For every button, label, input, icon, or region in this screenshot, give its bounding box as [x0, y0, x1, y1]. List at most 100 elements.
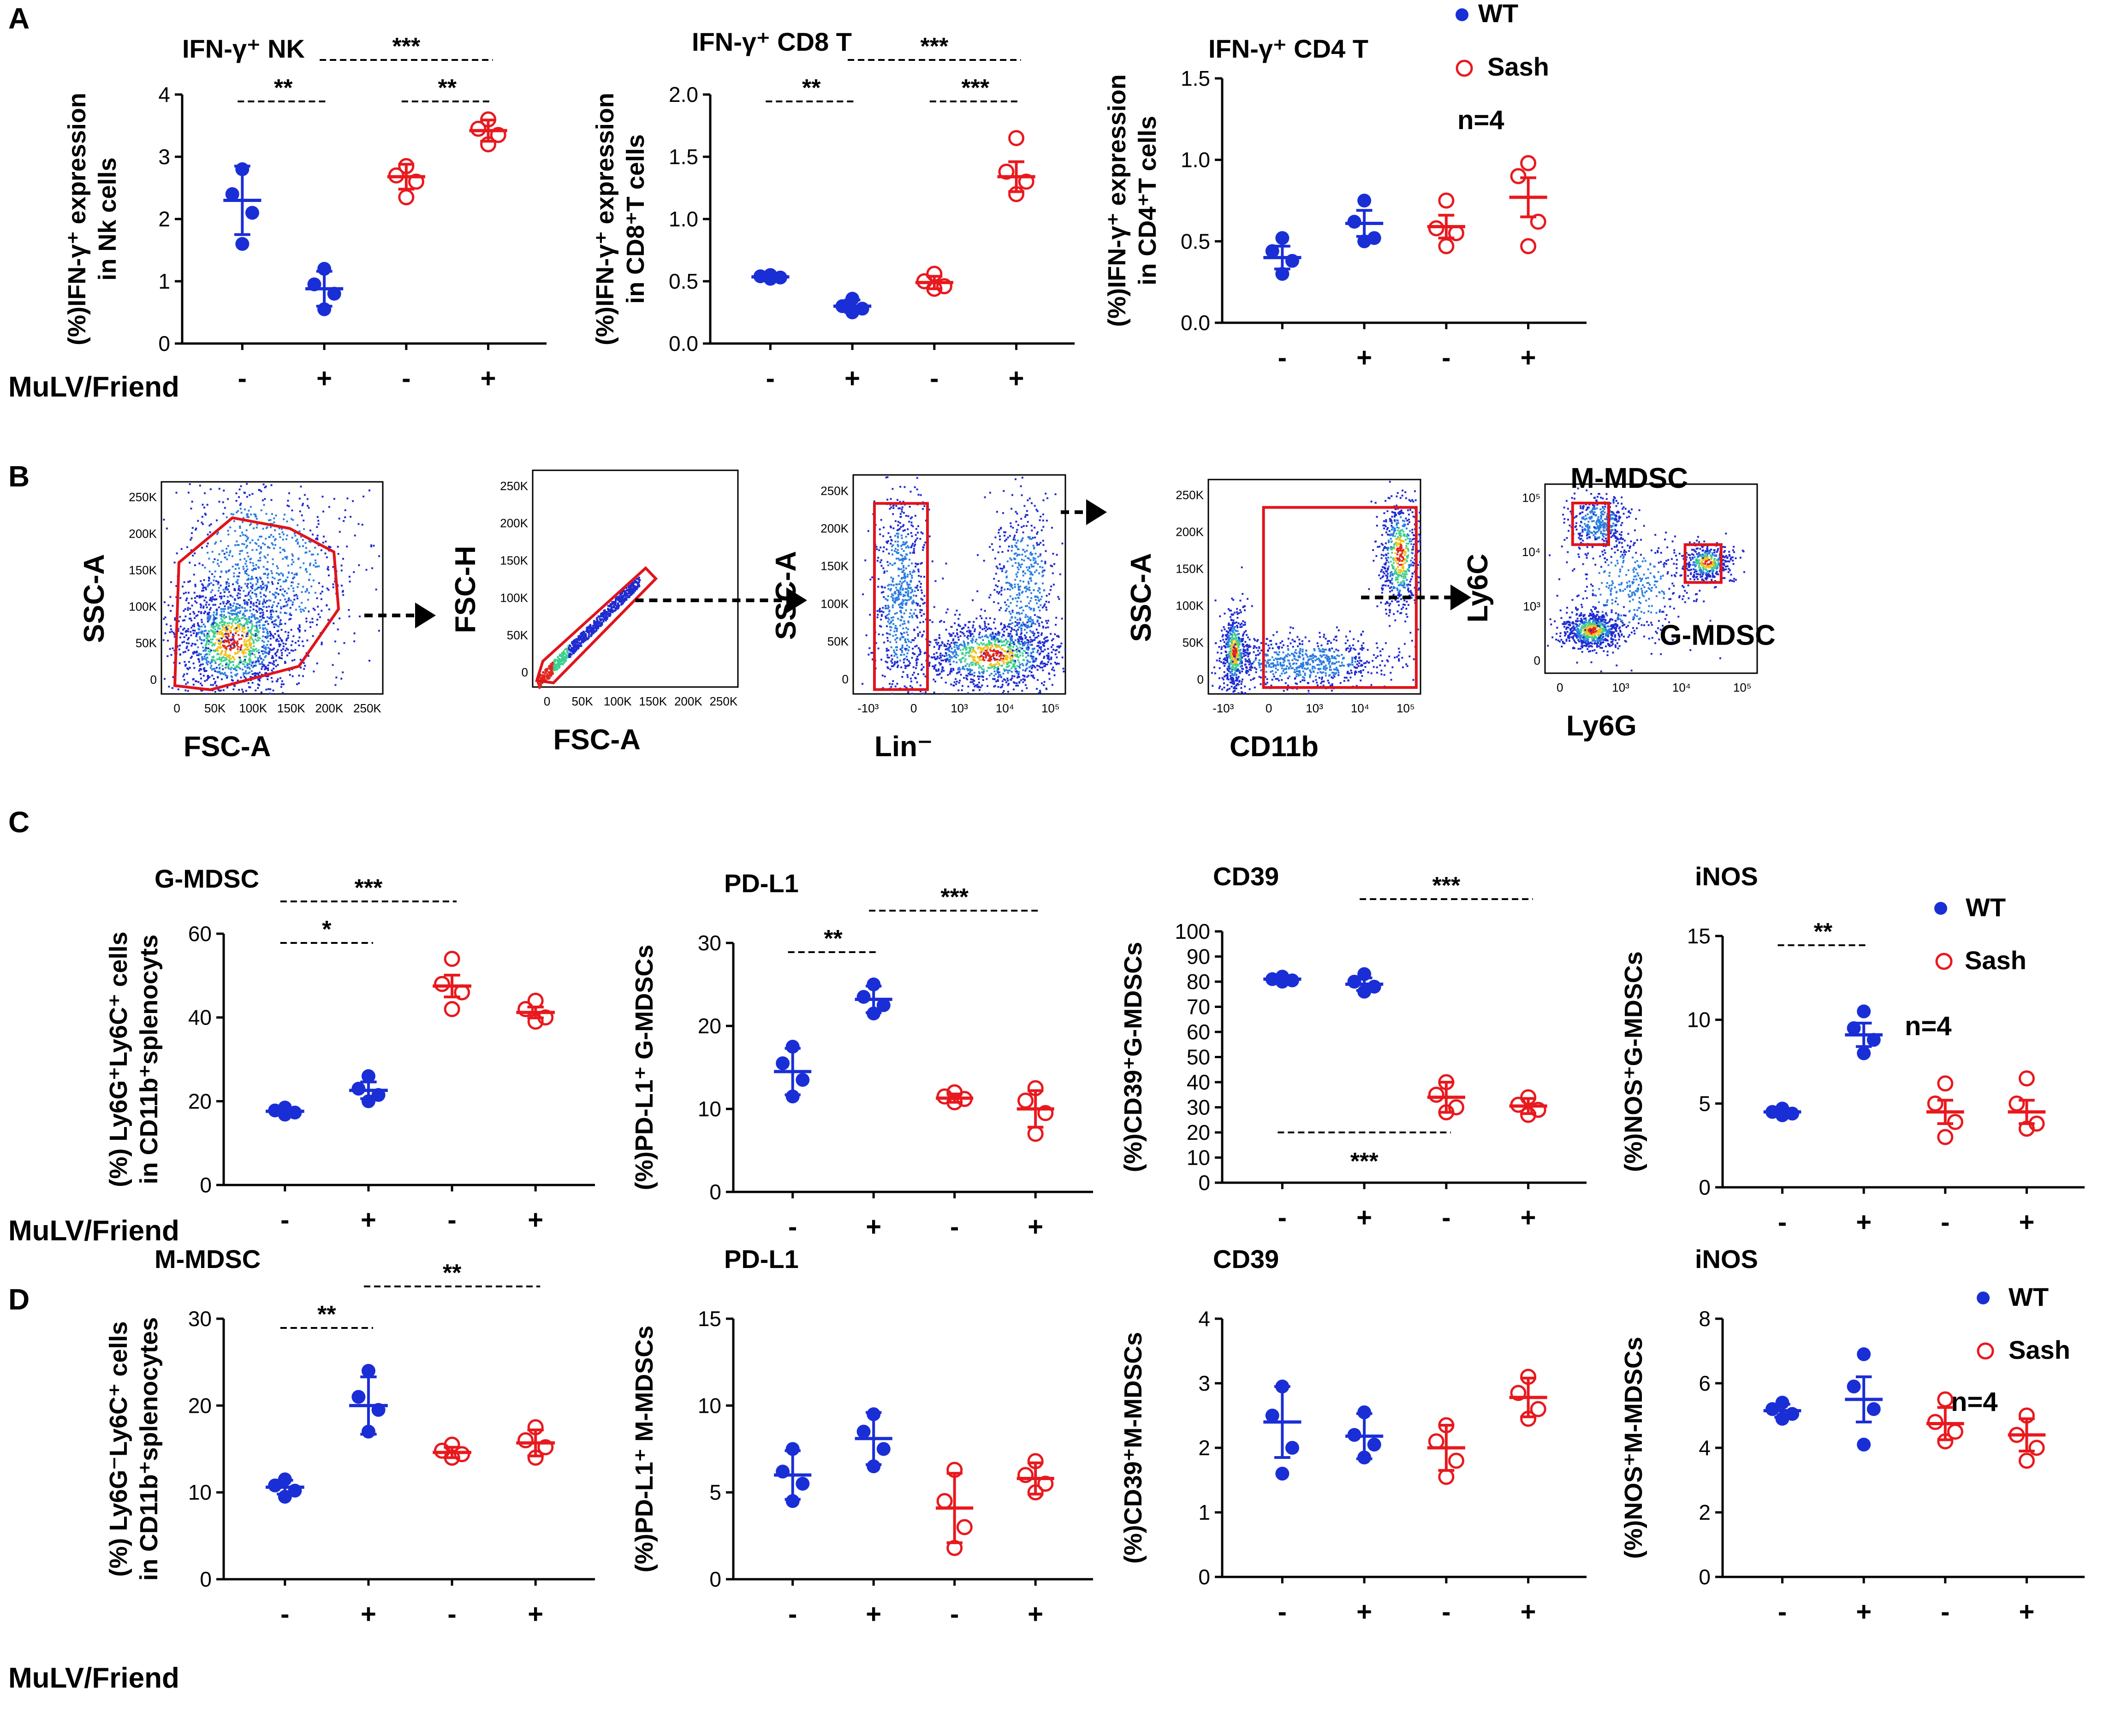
event-dot: [244, 615, 246, 617]
event-dot: [966, 668, 968, 670]
event-dot: [248, 591, 250, 593]
event-dot: [221, 657, 223, 659]
event-dot: [907, 595, 909, 598]
event-dot: [256, 577, 258, 579]
event-dot: [226, 630, 228, 632]
event-dot: [166, 655, 169, 658]
event-dot: [886, 656, 889, 658]
data-point: [1947, 1114, 1963, 1130]
legend-c-wt-label: WT: [1966, 893, 2006, 922]
event-dot: [259, 535, 261, 538]
event-dot: [184, 615, 187, 617]
event-dot: [309, 621, 311, 623]
event-dot: [226, 637, 228, 639]
event-dot: [302, 503, 304, 505]
event-dot: [230, 595, 232, 597]
event-dot: [275, 515, 277, 516]
chart-title: G-MDSC: [155, 864, 259, 893]
event-dot: [873, 500, 875, 503]
group-2: [387, 158, 425, 206]
event-dot: [906, 652, 909, 654]
event-dot: [1020, 633, 1022, 635]
event-dot: [222, 689, 225, 691]
event-dot: [897, 617, 899, 620]
data-point: [845, 305, 860, 320]
event-dot: [910, 592, 912, 594]
event-dot: [227, 533, 230, 536]
event-dot: [1011, 675, 1014, 677]
event-dot: [1028, 666, 1030, 668]
event-dot: [314, 609, 316, 611]
event-dot: [958, 681, 960, 684]
event-dot: [274, 544, 276, 546]
event-dot: [244, 583, 246, 585]
event-dot: [242, 652, 244, 655]
event-dot: [1023, 623, 1025, 626]
event-dot: [284, 598, 286, 600]
event-dot: [238, 488, 241, 491]
event-dot: [229, 648, 231, 650]
event-dot: [1001, 660, 1003, 662]
event-dot: [220, 637, 221, 639]
event-dot: [600, 612, 602, 615]
event-dot: [251, 575, 253, 578]
event-dot: [896, 646, 898, 648]
event-dot: [226, 676, 228, 679]
event-dot: [217, 559, 219, 561]
event-dot: [183, 640, 185, 643]
event-dot: [246, 619, 248, 622]
event-dot: [186, 546, 188, 548]
event-dot: [196, 651, 198, 652]
event-dot: [878, 609, 880, 611]
event-dot: [883, 570, 886, 573]
flow-y-tick: 100K: [129, 600, 157, 614]
event-dot: [190, 634, 192, 636]
event-dot: [232, 613, 235, 615]
event-dot: [290, 585, 292, 587]
event-dot: [890, 588, 892, 590]
event-dot: [970, 655, 973, 658]
event-dot: [190, 656, 193, 658]
event-dot: [201, 657, 203, 659]
event-dot: [1013, 681, 1015, 683]
event-dot: [242, 663, 244, 665]
event-dot: [949, 658, 951, 661]
event-dot: [290, 649, 292, 652]
event-dot: [900, 607, 903, 609]
event-dot: [1007, 661, 1010, 663]
event-dot: [301, 640, 303, 642]
event-dot: [1026, 659, 1028, 662]
event-dot: [291, 581, 293, 583]
significance-label: **: [274, 75, 293, 101]
event-dot: [226, 658, 228, 661]
data-point: [1275, 975, 1290, 989]
x-tick-label: -: [1442, 1597, 1450, 1627]
event-dot: [915, 667, 917, 670]
legend-c: WT Sash n=4: [1905, 893, 2027, 1041]
event-dot: [601, 618, 603, 620]
event-dot: [578, 644, 581, 646]
significance-label: ***: [940, 884, 969, 911]
event-dot: [231, 679, 233, 681]
event-dot: [984, 653, 987, 656]
data-point: [1357, 967, 1372, 981]
event-dot: [224, 627, 226, 629]
event-dot: [995, 673, 997, 675]
event-dot: [237, 592, 239, 594]
event-dot: [617, 598, 618, 600]
event-dot: [945, 563, 947, 565]
event-dot: [205, 647, 208, 649]
event-dot: [216, 519, 218, 521]
event-dot: [220, 642, 222, 644]
event-dot: [593, 620, 595, 622]
event-dot: [327, 566, 329, 568]
event-dot: [540, 677, 542, 680]
event-dot: [264, 557, 267, 559]
event-dot: [907, 620, 909, 622]
x-tick-label: +: [1856, 1207, 1872, 1237]
event-dot: [885, 660, 887, 663]
event-dot: [1009, 648, 1011, 650]
event-dot: [276, 605, 278, 607]
event-dot: [1022, 664, 1024, 667]
event-dot: [170, 625, 172, 627]
